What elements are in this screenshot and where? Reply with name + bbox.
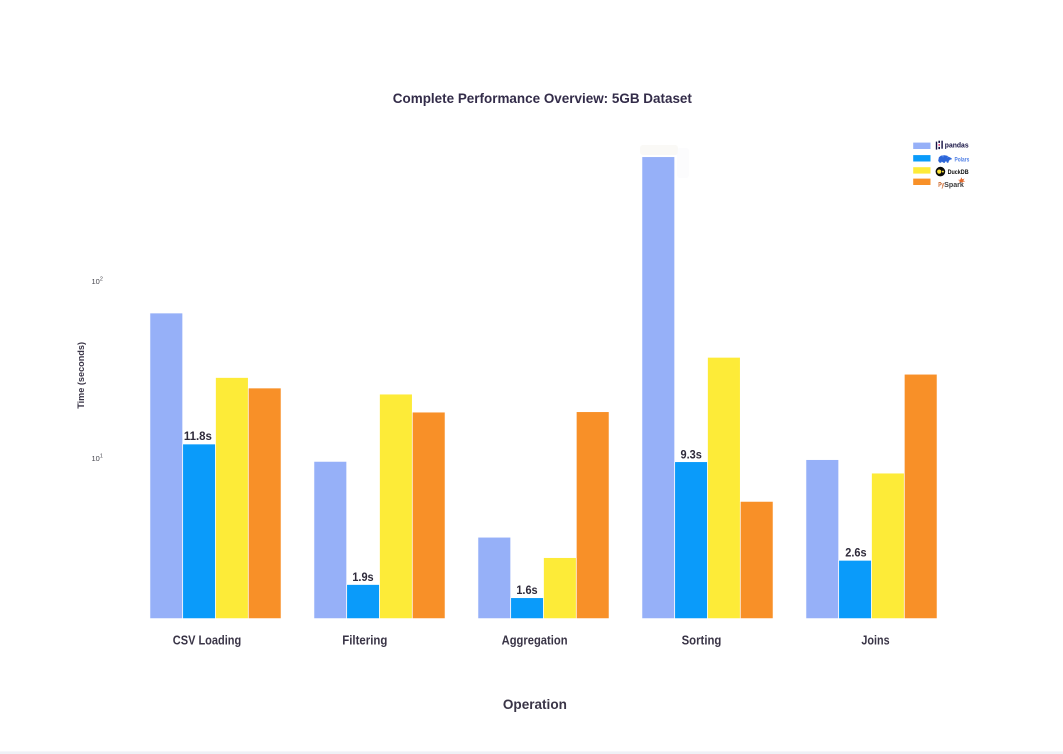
svg-text:Operation: Operation [503,697,567,712]
svg-text:Time (seconds): Time (seconds) [76,342,87,409]
svg-text:Spark: Spark [944,180,965,189]
svg-text:CSV Loading: CSV Loading [173,632,241,647]
svg-text:Joins: Joins [861,632,889,647]
svg-text:Polars: Polars [955,158,970,164]
svg-text:1.6s: 1.6s [516,583,537,597]
svg-text:Sorting: Sorting [682,632,722,647]
svg-text:1.9s: 1.9s [352,570,373,584]
svg-text:Py: Py [938,180,944,189]
svg-text:Filtering: Filtering [342,632,387,647]
svg-text:102: 102 [92,277,103,286]
svg-text:9.3s: 9.3s [681,447,702,461]
svg-text:DuckDB: DuckDB [948,169,969,176]
svg-text:11.8s: 11.8s [184,429,212,443]
svg-text:pandas: pandas [945,141,969,150]
svg-text:101: 101 [92,454,103,463]
svg-text:Aggregation: Aggregation [502,632,568,647]
svg-text:2.6s: 2.6s [845,546,866,560]
svg-text:Complete Performance Overview:: Complete Performance Overview: 5GB Datas… [393,91,692,106]
